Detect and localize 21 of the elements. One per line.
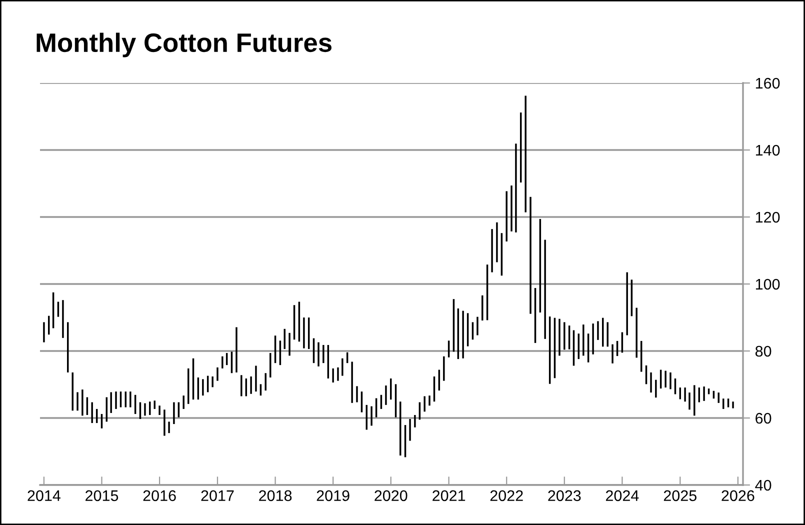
y-tick-label: 60	[756, 412, 772, 424]
x-tick-label: 2022	[490, 490, 523, 502]
chart-title: Monthly Cotton Futures	[36, 32, 332, 58]
x-tick-label: 2014	[28, 490, 61, 502]
x-tick-label: 2019	[316, 490, 350, 502]
x-tick-label: 2021	[432, 490, 466, 502]
x-tick-label: 2024	[606, 490, 639, 502]
y-tick-label: 80	[755, 346, 772, 357]
x-tick-label: 2015	[86, 490, 118, 502]
x-tick-label: 2018	[259, 490, 292, 502]
y-tick-label: 120	[756, 212, 780, 223]
x-tick-label: 2017	[201, 490, 234, 502]
x-tick-label: 2023	[548, 490, 581, 502]
y-tick-label: 160	[756, 78, 780, 89]
y-tick-label: 100	[756, 278, 780, 290]
x-tick-label: 2025	[664, 490, 696, 502]
x-tick-label: 2026	[722, 490, 754, 502]
x-tick-label: 2016	[143, 490, 176, 502]
y-tick-label: 140	[756, 144, 780, 156]
x-tick-label: 2020	[374, 490, 408, 502]
y-tick-label: 40	[755, 480, 772, 491]
